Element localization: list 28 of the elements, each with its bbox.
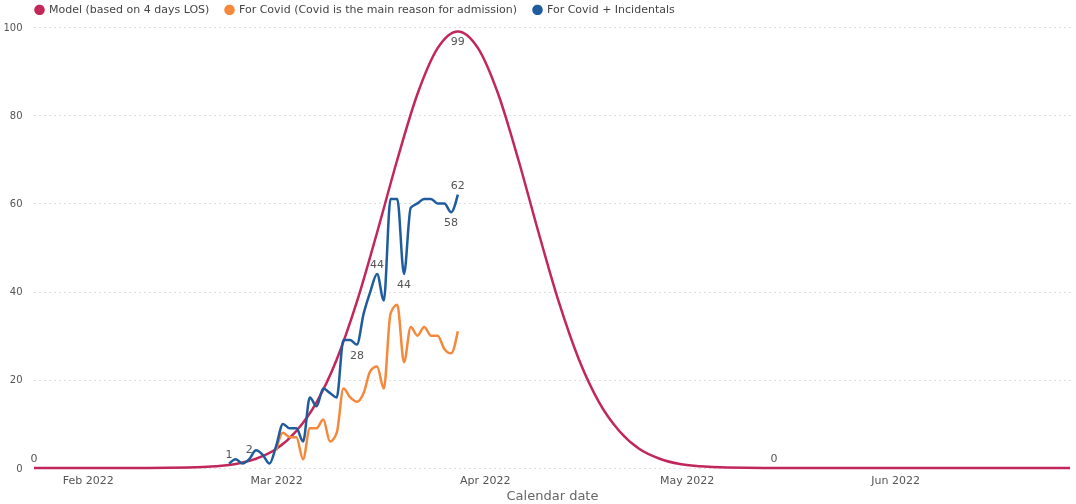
y-tick-label: 60 [9, 197, 23, 209]
x-tick-label: Jun 2022 [870, 473, 920, 487]
data-label: 44 [370, 257, 385, 271]
y-tick-label: 80 [9, 109, 23, 121]
data-label: 58 [444, 216, 459, 230]
line-series [227, 193, 460, 465]
data-label: 44 [397, 277, 411, 291]
line-series [274, 303, 460, 461]
legend-label: For Covid + Incidentals [547, 2, 675, 16]
y-tick-label: 20 [9, 374, 23, 386]
y-tick-label: 0 [16, 462, 23, 474]
y-tick-label: 100 [3, 21, 23, 33]
data-label: 1 [225, 447, 233, 461]
data-label: 0 [770, 452, 778, 465]
x-tick-label: Feb 2022 [62, 473, 114, 487]
y-tick-label: 40 [9, 286, 23, 298]
data-label: 62 [450, 178, 465, 192]
data-label: 0 [30, 452, 38, 465]
x-tick-label: May 2022 [659, 473, 715, 487]
x-axis-title: Calendar date [506, 487, 599, 503]
x-tick-label: Mar 2022 [250, 473, 303, 487]
data-label: 28 [349, 348, 364, 362]
legend-label: For Covid (Covid is the main reason for admission) [239, 2, 518, 16]
line-series [32, 30, 1072, 470]
legend-label: Model (based on 4 days LOS) [49, 2, 210, 16]
x-tick-label: Apr 2022 [459, 473, 511, 487]
data-label: 2 [245, 443, 253, 457]
data-label: 99 [450, 35, 465, 49]
